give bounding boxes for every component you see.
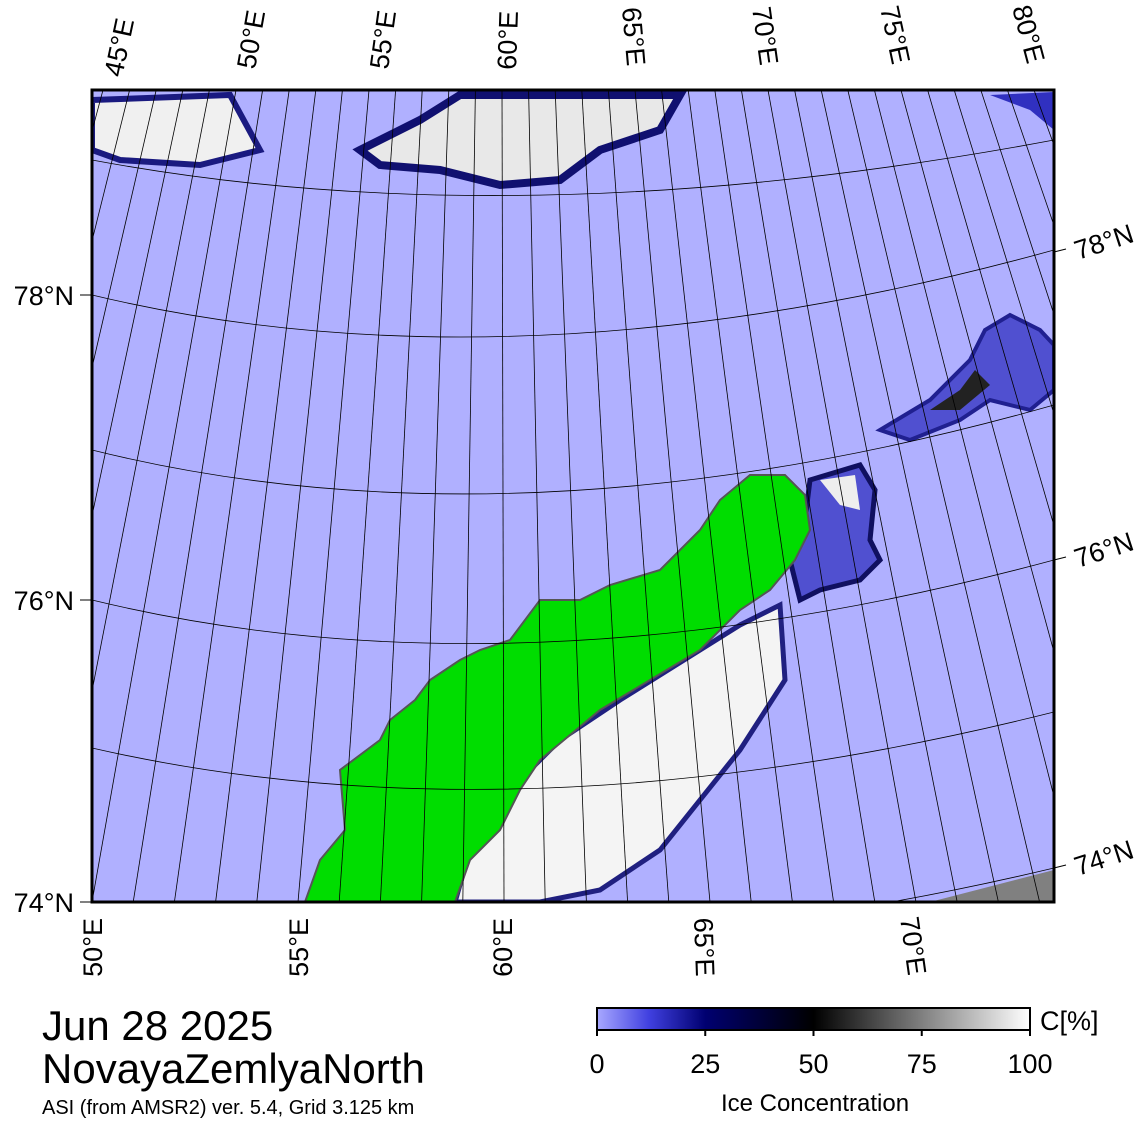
meridian [0,90,23,902]
colorbar-label: Ice Concentration [721,1090,909,1117]
tick [1053,864,1067,869]
parallel [92,139,1054,196]
source: ASI (from AMSR2) ver. 5.4, Grid 3.125 km [42,1097,414,1119]
colorbar-tick-label: 100 [1007,1049,1052,1079]
meridian [1087,90,1147,902]
mainland [930,870,1054,902]
date: Jun 28 2025 [42,1002,273,1049]
colorbar [596,1007,1031,1031]
colorbar-tick-label: 50 [798,1049,828,1079]
coord-label: 78°N [14,281,74,311]
ice [930,370,990,410]
meridian [874,90,1054,799]
colorbar-unit: C[%] [1040,1006,1099,1036]
meridian [687,90,793,902]
meridian [927,90,1054,528]
colorbar-tick-label: 0 [589,1049,604,1079]
meridian [338,90,396,902]
ice [92,91,265,169]
meridian [554,90,587,902]
meridian [174,90,290,902]
coord-label: 70°E [746,5,784,67]
meridian [608,90,670,902]
tick [1053,248,1067,253]
coord-label: 45°E [99,15,141,79]
meridian [0,90,76,902]
meridian [462,90,476,902]
ice [820,475,860,510]
meridian [900,90,1054,654]
coord-label: 74°N [1071,835,1138,882]
graticule [0,90,1147,902]
colorbar-tick-label: 25 [690,1049,720,1079]
coord-label: 50°E [231,8,271,71]
coord-label: 80°E [1006,2,1050,67]
coord-label: 78°N [1071,219,1138,266]
map-frame [90,88,1056,904]
meridian [92,90,210,694]
meridian [820,90,999,902]
coord-label: 60°E [492,10,524,70]
meridian [661,90,752,902]
meridian [767,90,917,902]
meridian [794,90,958,902]
coord-label: 76°N [14,586,74,616]
meridian [297,90,370,902]
coord-label: 65°E [688,917,720,977]
colorbar-tick-label: 75 [907,1049,937,1079]
coord-label: 60°E [488,918,518,977]
meridian [953,90,1054,416]
meridian [528,90,546,902]
coord-label: 50°E [78,918,108,977]
parallel [92,404,1054,495]
meridian [0,90,50,902]
meridian [132,90,263,902]
meridian [980,90,1054,316]
meridian [1061,90,1147,902]
meridian [1114,90,1147,902]
meridian [634,90,711,902]
meridian [92,90,104,133]
region: NovayaZemlyaNorth [42,1045,425,1092]
coord-label: 55°E [284,918,314,977]
meridian [847,90,1040,902]
meridian [714,90,834,902]
parallel [92,249,1054,338]
map-area [92,90,1054,902]
coord-label: 75°E [874,3,916,67]
meridian [581,90,628,902]
meridian [741,90,876,902]
tick [1053,556,1067,561]
meridian [92,90,237,902]
meridian [92,90,130,243]
coord-label: 55°E [364,8,402,70]
parallel [92,559,1054,644]
meridian [501,90,505,902]
coord-label: 65°E [616,6,651,67]
meridian [92,90,157,370]
meridian [215,90,317,902]
meridian [256,90,343,902]
coord-label: 74°N [14,888,74,918]
meridian [421,90,450,902]
parallel [92,867,1054,902]
parallel [92,711,1054,790]
coord-label: 70°E [894,915,932,977]
coord-label: 76°N [1071,527,1138,574]
meridian [1140,90,1147,902]
meridian [92,90,184,518]
meridian [380,90,423,902]
axis-labels: 45°E 50°E 55°E 60°E 65°E 70°E 75°E 80°E 50°E 55°E… [14,2,1138,977]
colorbar-ticks: 0 25 50 75 100 [589,1030,1053,1079]
ice [352,91,687,190]
island [303,474,812,902]
